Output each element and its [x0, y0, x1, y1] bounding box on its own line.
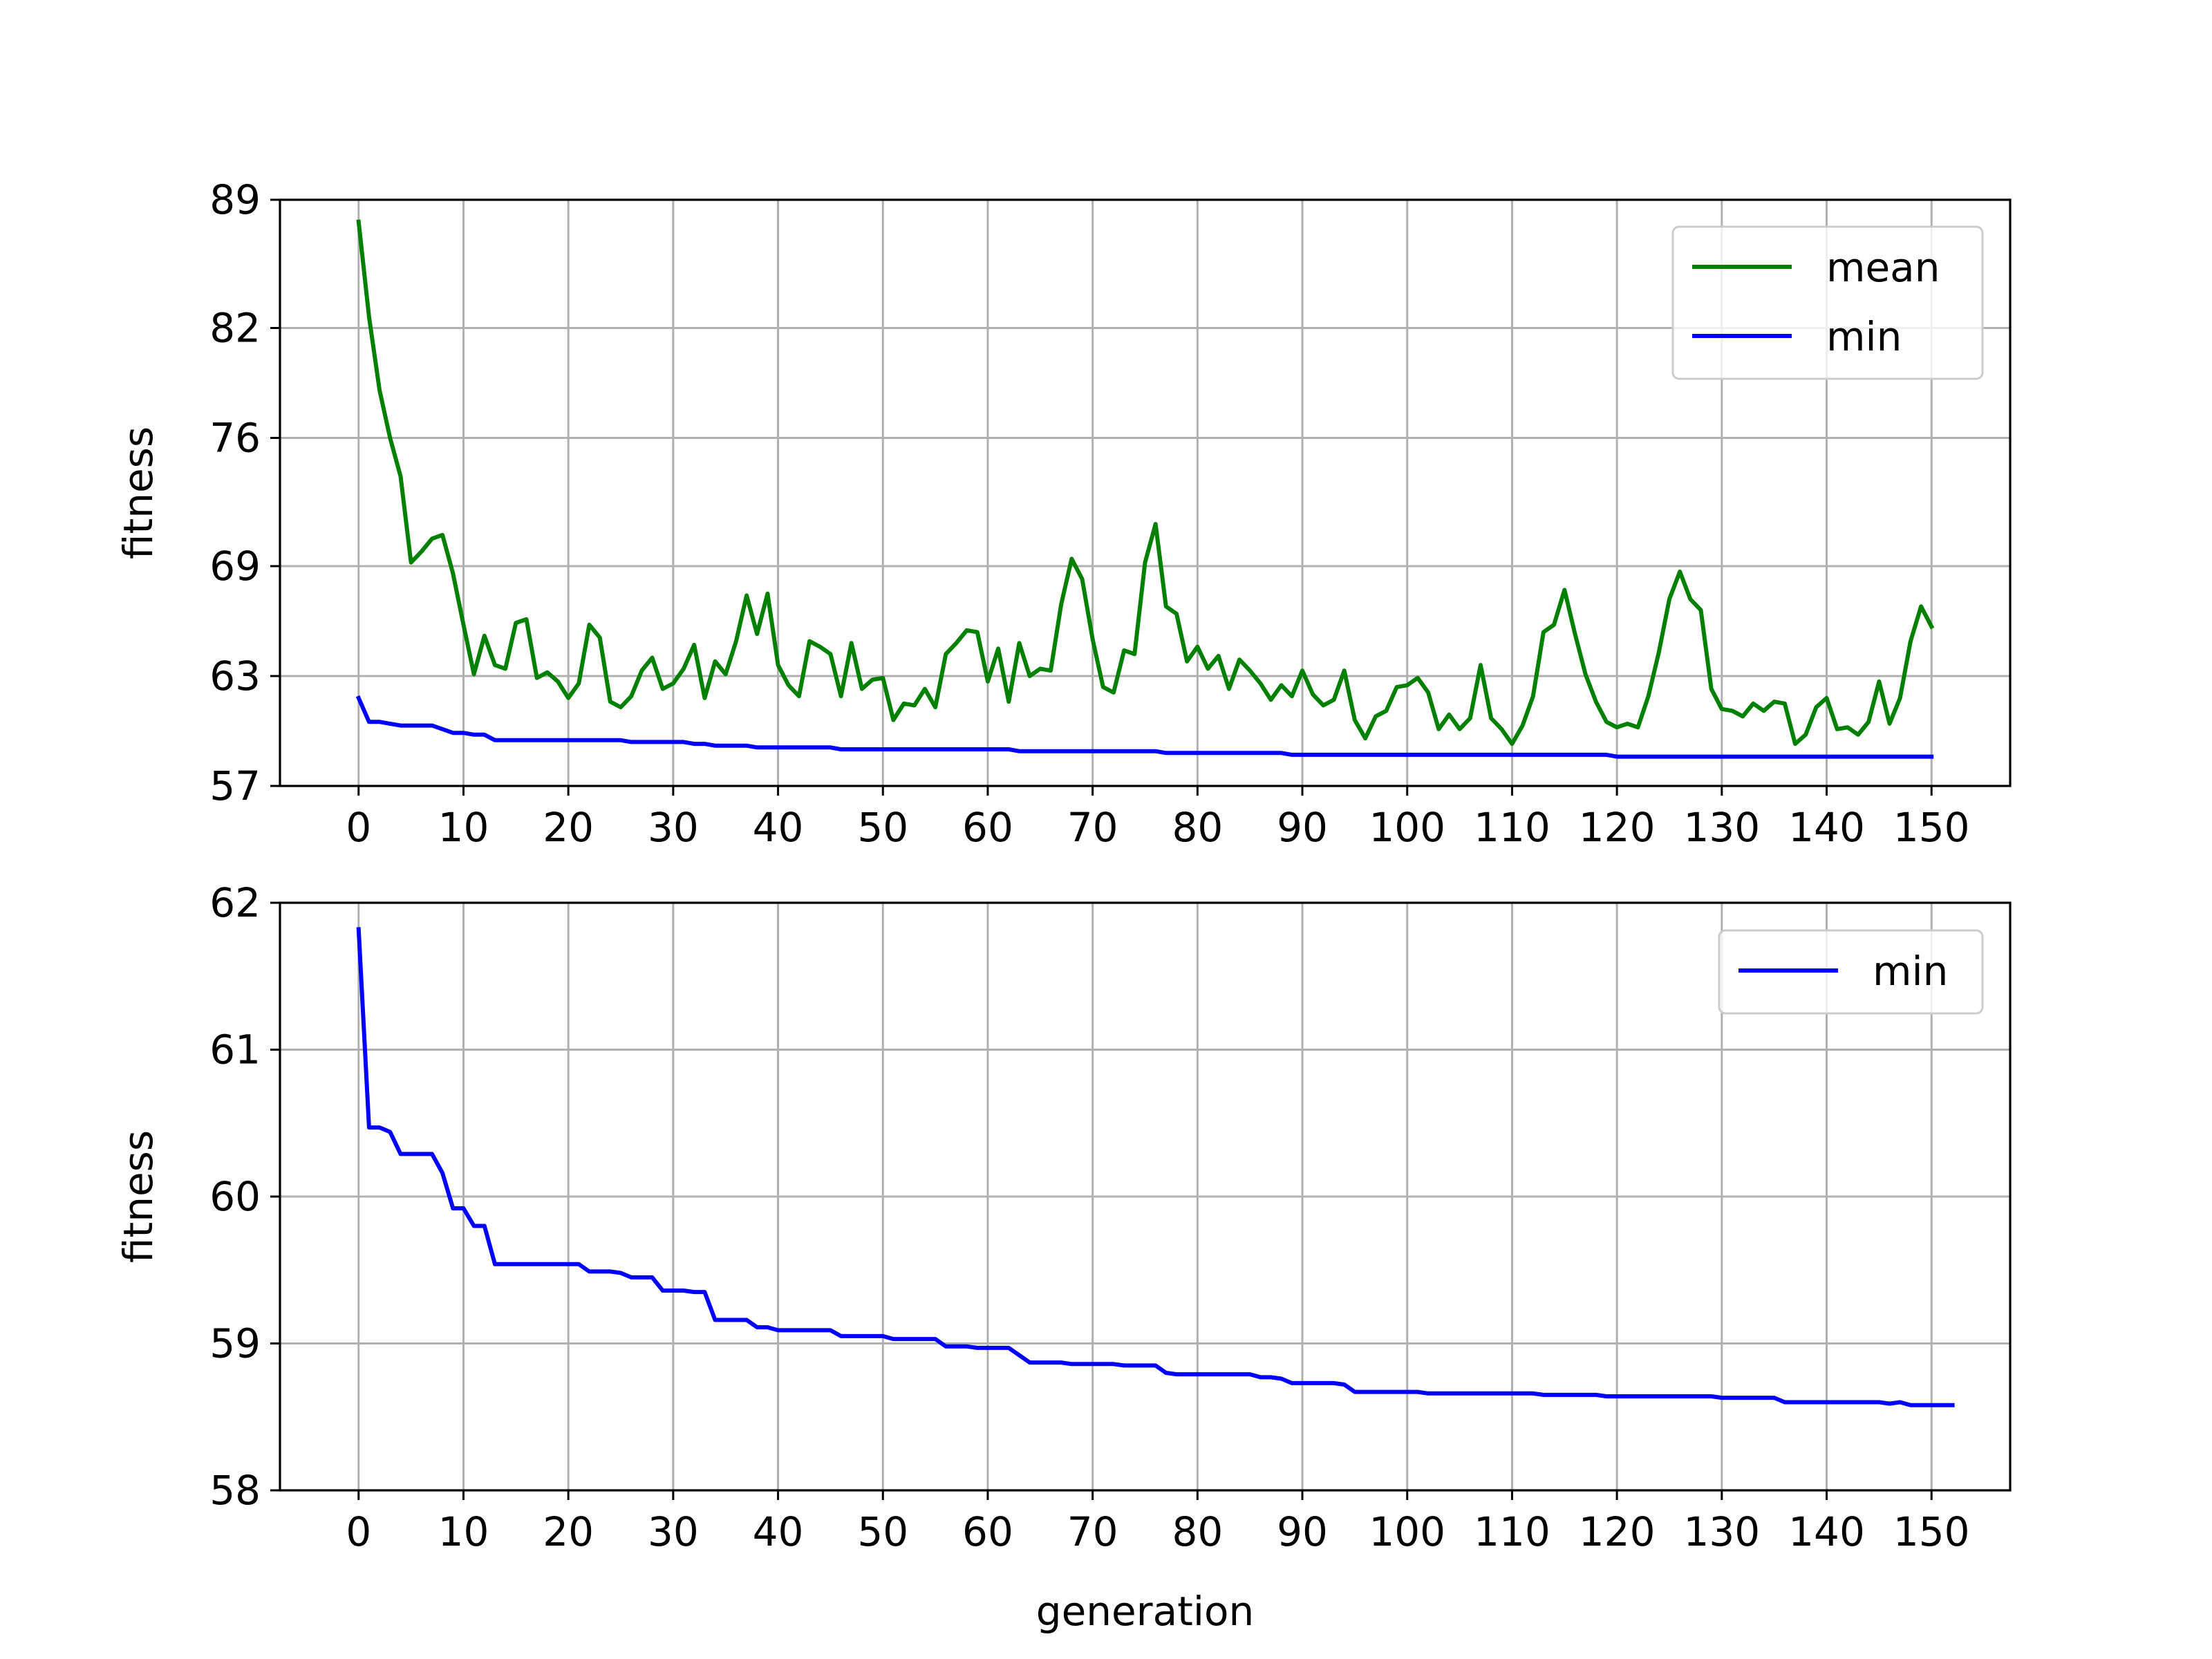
y-tick-label: 82: [209, 305, 261, 352]
y-tick-label: 63: [209, 653, 261, 700]
x-tick-label: 120: [1579, 1508, 1656, 1555]
x-tick-label: 0: [346, 804, 371, 851]
legend-label-min: min: [1826, 313, 1902, 360]
x-tick-label: 80: [1172, 804, 1223, 851]
x-tick-label: 80: [1172, 1508, 1223, 1555]
y-tick-label: 62: [209, 879, 261, 926]
x-tick-label: 0: [346, 1508, 371, 1555]
y-tick-label: 59: [209, 1320, 261, 1367]
x-tick-label: 20: [543, 804, 594, 851]
axes-frame: [279, 198, 2012, 787]
x-tick-label: 110: [1474, 804, 1550, 851]
x-tick-label: 10: [438, 804, 489, 851]
x-tick-label: 90: [1277, 1508, 1328, 1555]
x-tick-label: 120: [1579, 804, 1656, 851]
top-chart-panel: 0 10 20 30 40 50 60 70 80 90 100 110 120 130 140 150 57 6…: [115, 176, 2012, 851]
x-tick-label: 20: [543, 1508, 594, 1555]
x-tick-label: 150: [1893, 1508, 1970, 1555]
x-tick-label: 40: [753, 804, 804, 851]
x-tick-label: 150: [1893, 804, 1970, 851]
series-line-min: [355, 695, 1934, 759]
x-tick-label: 140: [1788, 1508, 1865, 1555]
x-tick-label: 110: [1474, 1508, 1550, 1555]
series-line-mean: [356, 219, 1935, 747]
x-tick-label: 50: [857, 804, 908, 851]
x-tick-label: 140: [1788, 804, 1865, 851]
legend-label-mean: mean: [1826, 244, 1940, 291]
legend-box: [1718, 929, 1984, 1015]
x-tick-label: 130: [1683, 1508, 1760, 1555]
x-tick-label: 30: [648, 1508, 699, 1555]
y-tick-label: 69: [209, 543, 261, 590]
series-line-min: [356, 927, 1955, 1407]
x-tick-label: 10: [438, 1508, 489, 1555]
x-tick-label: 90: [1277, 804, 1328, 851]
x-tick-label: 50: [857, 1508, 908, 1555]
y-tick-label: 76: [209, 415, 261, 462]
x-tick-label: 40: [753, 1508, 804, 1555]
y-tick-label: 57: [209, 762, 261, 809]
x-tick-label: 100: [1369, 804, 1445, 851]
y-axis-label: fitness: [115, 427, 162, 559]
x-tick-label: 100: [1369, 1508, 1445, 1555]
x-tick-label: 30: [648, 804, 699, 851]
bottom-chart-panel: 0 10 20 30 40 50 60 70 80 90 100 110 120 130 140 150 58 5…: [115, 879, 2012, 1635]
x-tick-label: 70: [1067, 1508, 1118, 1555]
y-tick-label: 61: [209, 1027, 261, 1074]
x-axis-label: generation: [1036, 1588, 1254, 1635]
legend: mean min: [1671, 225, 1984, 380]
y-tick-label: 89: [209, 176, 261, 223]
x-tick-label: 70: [1067, 804, 1118, 851]
x-tick-label: 130: [1683, 804, 1760, 851]
y-tick-label: 60: [209, 1173, 261, 1220]
legend-label-min: min: [1873, 948, 1948, 995]
x-tick-label: 60: [962, 1508, 1013, 1555]
legend: min: [1718, 929, 1984, 1015]
x-tick-label: 60: [962, 804, 1013, 851]
y-tick-label: 58: [209, 1467, 261, 1514]
y-axis-label: fitness: [115, 1130, 162, 1263]
